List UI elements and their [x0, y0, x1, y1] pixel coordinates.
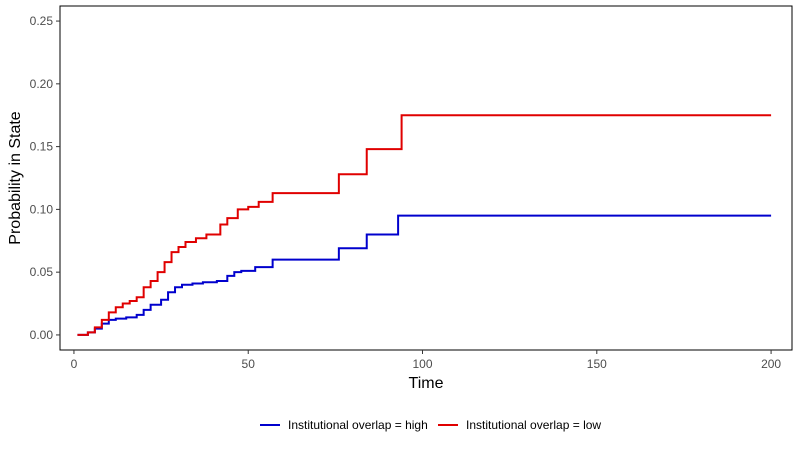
legend-label: Institutional overlap = high [288, 418, 428, 432]
series-line-high [77, 214, 772, 336]
x-axis: 0 50 100 150 200 [71, 350, 781, 371]
legend-label: Institutional overlap = low [466, 418, 601, 432]
y-tick-label: 0.20 [30, 77, 54, 91]
y-axis-title: Probability in State [7, 111, 24, 245]
x-tick-label: 100 [412, 357, 432, 371]
x-tick-label: 200 [761, 357, 781, 371]
x-tick-label: 50 [242, 357, 256, 371]
plot-panel [59, 5, 793, 351]
y-tick-label: 0.10 [30, 202, 54, 216]
x-tick-label: 0 [71, 357, 78, 371]
series-layer [77, 114, 772, 336]
x-tick-label: 150 [587, 357, 607, 371]
series-line-low [77, 114, 772, 336]
legend: Institutional overlap = high Institutiona… [260, 418, 601, 432]
y-axis: 0.00 0.05 0.10 0.15 0.20 0.25 [30, 14, 60, 342]
y-tick-label: 0.00 [30, 328, 54, 342]
y-tick-label: 0.15 [30, 140, 54, 154]
y-tick-label: 0.05 [30, 265, 54, 279]
y-tick-label: 0.25 [30, 14, 54, 28]
x-axis-title: Time [409, 375, 444, 392]
